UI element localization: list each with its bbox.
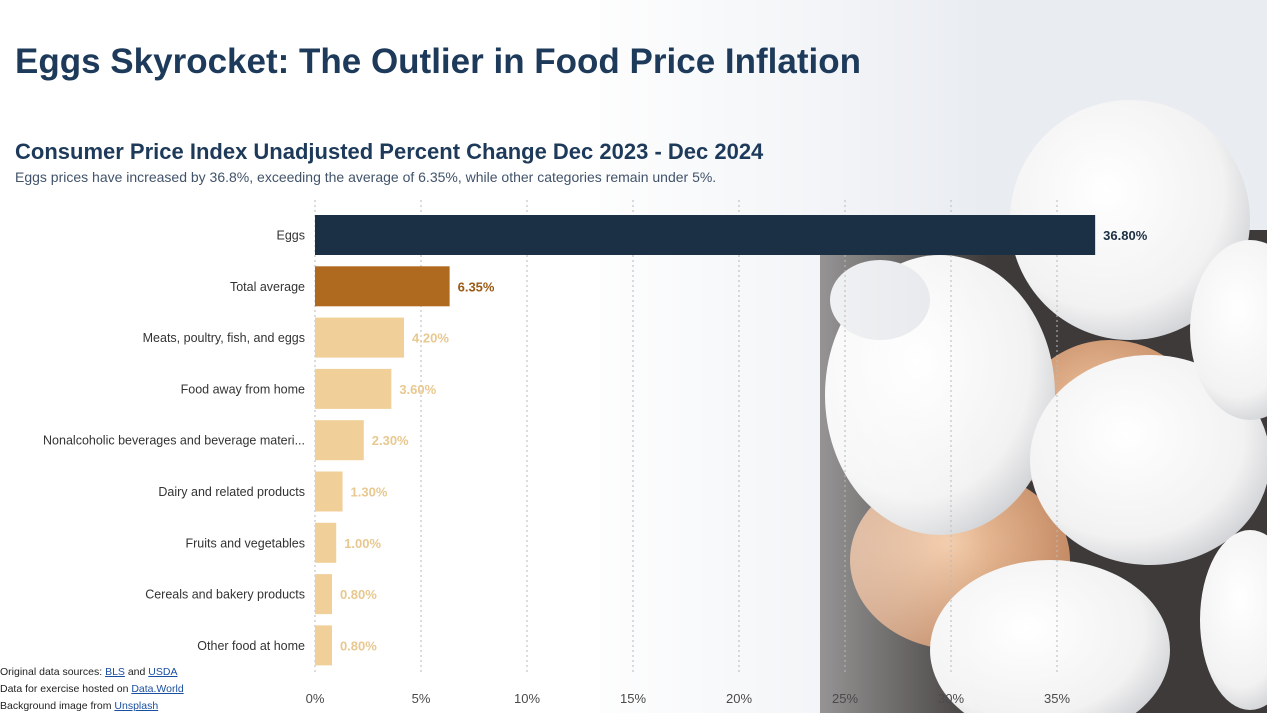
bar	[315, 266, 450, 307]
unsplash-link[interactable]: Unsplash	[114, 700, 159, 712]
x-tick-label: 0%	[306, 691, 325, 706]
bar	[315, 420, 364, 461]
data-label: 0.80%	[340, 587, 377, 602]
bar	[315, 317, 405, 358]
category-label: Meats, poultry, fish, and eggs	[143, 331, 305, 345]
category-label: Dairy and related products	[158, 485, 305, 499]
x-tick-label: 5%	[412, 691, 431, 706]
data-label: 1.00%	[344, 536, 381, 551]
bar	[315, 215, 1096, 255]
category-label: Total average	[230, 280, 305, 294]
chart-title: Consumer Price Index Unadjusted Percent …	[15, 139, 764, 164]
x-tick-label: 10%	[514, 691, 540, 706]
page-title: Eggs Skyrocket: The Outlier in Food Pric…	[15, 42, 861, 81]
footer-line-hosting: Data for exercise hosted on Data.World	[0, 683, 184, 695]
usda-link[interactable]: USDA	[148, 666, 178, 678]
bls-link[interactable]: BLS	[105, 666, 125, 678]
category-label: Eggs	[277, 229, 306, 243]
bar	[315, 574, 332, 615]
x-tick-label: 30%	[938, 691, 964, 706]
data-label: 4.20%	[412, 331, 449, 346]
data-label: 1.30%	[351, 485, 388, 500]
x-tick-label: 25%	[832, 691, 858, 706]
bar	[315, 368, 392, 409]
data-label: 0.80%	[340, 638, 377, 653]
category-label: Fruits and vegetables	[185, 536, 305, 550]
data-label: 6.35%	[458, 279, 495, 294]
footer-credits: Original data sources: BLS and USDA Data…	[0, 664, 184, 715]
bar	[315, 471, 343, 512]
chart-subtitle: Eggs prices have increased by 36.8%, exc…	[15, 169, 717, 185]
dataworld-link[interactable]: Data.World	[131, 683, 184, 695]
bar	[315, 625, 332, 666]
category-label: Food away from home	[181, 382, 305, 396]
category-label: Nonalcoholic beverages and beverage mate…	[43, 434, 305, 448]
data-label: 2.30%	[372, 433, 409, 448]
x-tick-label: 35%	[1044, 691, 1070, 706]
bar	[315, 522, 337, 563]
footer-line-sources: Original data sources: BLS and USDA	[0, 666, 178, 678]
data-label: 3.60%	[399, 382, 436, 397]
footer-line-image: Background image from Unsplash	[0, 700, 159, 712]
category-label: Cereals and bakery products	[145, 588, 305, 602]
x-tick-label: 20%	[726, 691, 752, 706]
x-tick-label: 15%	[620, 691, 646, 706]
category-label: Other food at home	[197, 639, 305, 653]
data-label: 36.80%	[1103, 228, 1148, 243]
